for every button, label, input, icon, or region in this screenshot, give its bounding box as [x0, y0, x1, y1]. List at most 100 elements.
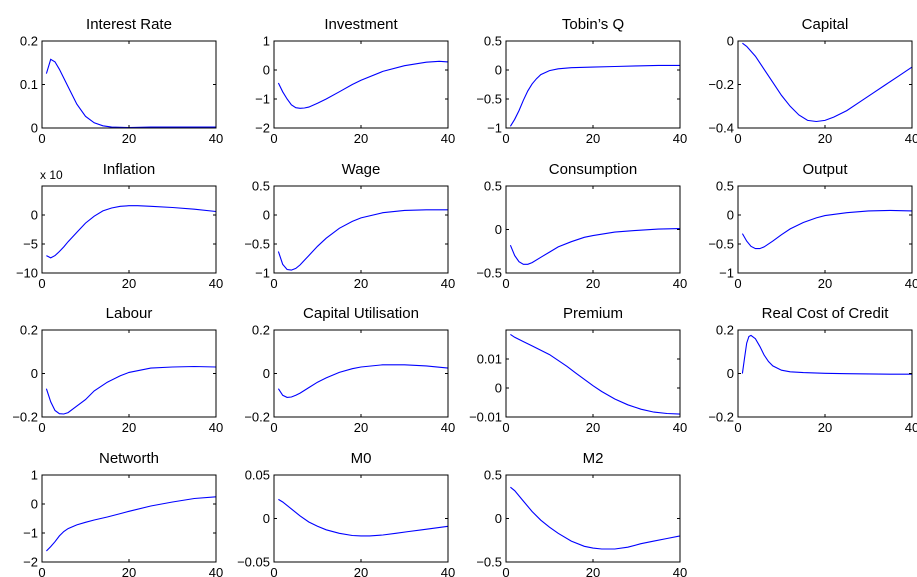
capital-utilisation-series-line — [277, 364, 449, 398]
output-xtick-label: 40 — [905, 276, 917, 291]
real-cost-of-credit-xtick-label: 20 — [818, 420, 832, 435]
inflation-xtick-label: 40 — [209, 276, 223, 291]
networth-ytick-label: −2 — [23, 555, 38, 570]
investment-ytick-label: −1 — [255, 92, 270, 107]
subplot-interest-rate: 0 20 40 0 0.1 0.2 Interest Rate — [20, 16, 223, 146]
output-title: Output — [802, 161, 848, 178]
m0-xtick-label: 0 — [270, 565, 277, 577]
interest-rate-ytick-label: 0.2 — [20, 34, 38, 49]
capital-ytick-label: −0.2 — [708, 77, 734, 92]
tobin-s-q-ytick-label: −0.5 — [476, 92, 502, 107]
networth-ytick-label: 1 — [31, 468, 38, 483]
subplot-inflation: 0 20 40 −10 −5 0 x 10 Inflation — [16, 161, 223, 291]
networth-xtick-label: 40 — [209, 565, 223, 577]
real-cost-of-credit-xtick-label: 40 — [905, 420, 917, 435]
real-cost-of-credit-title: Real Cost of Credit — [762, 305, 890, 322]
consumption-xtick-label: 40 — [673, 276, 687, 291]
premium-ytick-label: 0.01 — [477, 352, 502, 367]
investment-ytick-label: 0 — [263, 63, 270, 78]
capital-utilisation-xtick-label: 0 — [270, 420, 277, 435]
wage-axes-box — [273, 185, 449, 274]
output-xtick-label: 20 — [818, 276, 832, 291]
labour-xtick-label: 40 — [209, 420, 223, 435]
networth-title: Networth — [99, 450, 159, 467]
output-xtick-label: 0 — [734, 276, 741, 291]
wage-title: Wage — [342, 161, 381, 178]
consumption-series-line — [509, 228, 681, 265]
m0-title: M0 — [351, 450, 372, 467]
labour-axes-box — [41, 329, 217, 418]
capital-title: Capital — [802, 16, 849, 33]
capital-xtick-label: 40 — [905, 131, 917, 146]
real-cost-of-credit-series-line — [741, 334, 912, 375]
m2-ytick-label: 0.5 — [484, 468, 502, 483]
wage-ytick-label: −1 — [255, 266, 270, 281]
subplot-m2: 0 20 40−0.500.5M2 — [476, 450, 687, 577]
investment-title: Investment — [324, 16, 398, 33]
wage-xtick-label: 20 — [354, 276, 368, 291]
tobin-s-q-series-line — [509, 64, 680, 127]
output-ytick-label: −1 — [719, 266, 734, 281]
labour-xtick-label: 0 — [38, 420, 45, 435]
tobin-s-q-xtick-label: 40 — [673, 131, 687, 146]
labour-title: Labour — [106, 305, 153, 322]
inflation-axis-multiplier: x 10 — [40, 168, 63, 182]
inflation-axes-box — [41, 185, 217, 274]
m2-xtick-label: 40 — [673, 565, 687, 577]
consumption-title: Consumption — [549, 161, 637, 178]
capital-utilisation-xtick-label: 20 — [354, 420, 368, 435]
networth-series-line — [46, 496, 217, 552]
real-cost-of-credit-ytick-label: −0.2 — [708, 410, 734, 425]
premium-axes-box — [505, 329, 681, 418]
capital-utilisation-ytick-label: −0.2 — [244, 410, 270, 425]
m2-xtick-label: 0 — [502, 565, 509, 577]
capital-utilisation-ytick-label: 0 — [263, 366, 270, 381]
m2-xtick-label: 20 — [586, 565, 600, 577]
wage-series-line — [277, 209, 448, 271]
premium-xtick-label: 0 — [502, 420, 509, 435]
networth-xtick-label: 20 — [122, 565, 136, 577]
capital-xtick-label: 20 — [818, 131, 832, 146]
m2-ytick-label: −0.5 — [476, 555, 502, 570]
output-axes-box — [737, 185, 913, 274]
labour-ytick-label: 0.2 — [20, 323, 38, 338]
interest-rate-xtick-label: 0 — [38, 131, 45, 146]
investment-series-line — [277, 60, 449, 109]
wage-ytick-label: −0.5 — [244, 237, 270, 252]
inflation-ytick-label: −10 — [16, 266, 38, 281]
interest-rate-xtick-label: 40 — [209, 131, 223, 146]
interest-rate-title: Interest Rate — [86, 16, 172, 33]
output-ytick-label: −0.5 — [708, 237, 734, 252]
wage-ytick-label: 0 — [263, 208, 270, 223]
investment-xtick-label: 20 — [354, 131, 368, 146]
real-cost-of-credit-xtick-label: 0 — [734, 420, 741, 435]
investment-xtick-label: 40 — [441, 131, 455, 146]
m0-xtick-label: 40 — [441, 565, 455, 577]
subplot-tobin-s-q: 0 20 40 −1 −0.5 0 0.5 Tobin’s Q — [476, 16, 687, 146]
subplot-capital: 0 20 40 −0.4 −0.2 0 Capital — [708, 16, 917, 146]
subplot-investment: 0 20 40 −2 −1 0 1 Investment — [255, 16, 455, 146]
m0-xtick-label: 20 — [354, 565, 368, 577]
m0-axes-box — [273, 474, 449, 563]
output-series-line — [741, 209, 913, 250]
tobin-s-q-ytick-label: 0.5 — [484, 34, 502, 49]
tobin-s-q-ytick-label: 0 — [495, 63, 502, 78]
subplot-output: 0 20 40 −1 −0.5 0 0.5 Output — [708, 161, 917, 291]
capital-utilisation-axes-box — [273, 329, 449, 418]
premium-xtick-label: 40 — [673, 420, 687, 435]
interest-rate-xtick-label: 20 — [122, 131, 136, 146]
labour-ytick-label: −0.2 — [12, 410, 38, 425]
inflation-series-line — [46, 205, 217, 259]
premium-series-line — [510, 333, 681, 415]
interest-rate-ytick-label: 0 — [31, 121, 38, 136]
investment-axes-box — [273, 40, 449, 129]
capital-ytick-label: −0.4 — [708, 121, 734, 136]
output-ytick-label: 0 — [727, 208, 734, 223]
interest-rate-axes-box — [41, 40, 217, 129]
m2-title: M2 — [583, 450, 604, 467]
